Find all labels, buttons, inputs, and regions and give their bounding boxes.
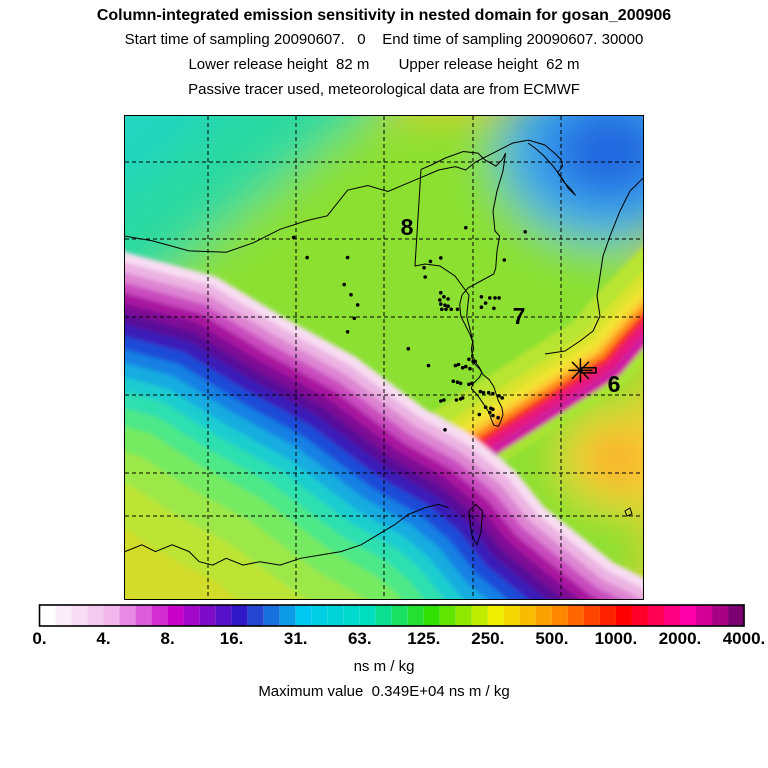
- svg-text:4000.: 4000.: [723, 629, 766, 648]
- svg-text:2000.: 2000.: [659, 629, 702, 648]
- svg-text:4.: 4.: [96, 629, 110, 648]
- svg-text:8.: 8.: [161, 629, 175, 648]
- svg-text:31.: 31.: [284, 629, 308, 648]
- svg-text:7: 7: [513, 303, 526, 329]
- svg-text:125.: 125.: [407, 629, 440, 648]
- svg-text:63.: 63.: [348, 629, 372, 648]
- svg-text:1000.: 1000.: [595, 629, 638, 648]
- svg-text:6: 6: [608, 371, 621, 397]
- svg-text:16.: 16.: [220, 629, 244, 648]
- svg-text:8: 8: [401, 214, 414, 240]
- svg-text:0.: 0.: [32, 629, 46, 648]
- svg-text:250.: 250.: [471, 629, 504, 648]
- svg-text:500.: 500.: [535, 629, 568, 648]
